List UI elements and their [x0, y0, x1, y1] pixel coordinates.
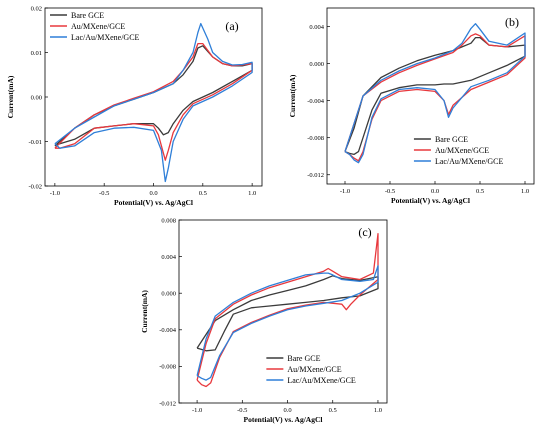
x-tick-label: -1.0 [340, 188, 350, 195]
panel-label: (b) [505, 15, 519, 29]
panel-label: (a) [225, 19, 238, 33]
y-tick-label: -0.004 [159, 327, 177, 334]
x-tick-label: 0.5 [476, 188, 484, 195]
legend-label: Bare GCE [435, 135, 468, 144]
panel-a: -1.0 -0.5 0.0 0.5 1.0 -0.02 -0.01 0.00 0.01 0.02 P… [6, 5, 263, 207]
x-axis-title: Potential(V) vs. Ag/AgCl [391, 196, 470, 205]
y-axis-title: Current(mA) [140, 290, 149, 333]
x-tick-label: -1.0 [192, 407, 202, 414]
y-tick-label: 0.02 [31, 5, 42, 12]
legend-label: Au/MXene/GCE [71, 22, 125, 31]
plot-frame [326, 7, 535, 185]
y-tick-label: 0.008 [161, 217, 176, 224]
legend-label: Lac/Au/MXene/GCE [287, 376, 356, 385]
x-tick-label: -1.0 [50, 190, 60, 197]
y-tick-label: 0.004 [309, 24, 324, 31]
x-tick-label: -0.5 [237, 407, 247, 414]
legend-label: Lac/Au/MXene/GCE [435, 157, 504, 166]
x-tick-label: -0.5 [385, 188, 395, 195]
y-tick-label: 0.01 [31, 50, 42, 57]
y-tick-label: 0.004 [161, 254, 176, 261]
panel-c: -1.0 -0.5 0.0 0.5 1.0 -0.012 -0.008 -0.004 0.000… [140, 217, 388, 424]
legend: Bare GCE Au/MXene/GCE Lac/Au/MXene/GCE [50, 11, 140, 42]
y-axis-title: Current(mA) [6, 75, 15, 118]
x-tick-label: 0.0 [149, 190, 157, 197]
series-line-3 [54, 22, 253, 183]
y-tick-label: 0.000 [161, 291, 176, 298]
series-line-2 [344, 33, 526, 162]
legend-label: Au/MXene/GCE [287, 365, 341, 374]
series-line-3 [344, 23, 526, 164]
y-tick-label: -0.012 [307, 172, 324, 179]
y-tick-label: -0.02 [28, 183, 42, 190]
x-tick-label: 1.0 [374, 407, 382, 414]
legend: Bare GCE Au/MXene/GCE Lac/Au/MXene/GCE [266, 354, 356, 385]
y-tick-label: -0.008 [307, 135, 324, 142]
x-tick-label: 1.0 [521, 188, 529, 195]
y-tick-label: -0.004 [307, 98, 325, 105]
legend: Bare GCE Au/MXene/GCE Lac/Au/MXene/GCE [413, 135, 504, 166]
y-axis-title: Current(mA) [288, 74, 297, 117]
plot-frame [178, 219, 388, 404]
x-axis-title: Potential(V) vs. Ag/AgCl [114, 198, 193, 207]
panel-label: (c) [358, 225, 371, 239]
series-line-1 [196, 275, 379, 352]
x-tick-label: -0.5 [99, 190, 109, 197]
y-tick-label: -0.012 [159, 400, 176, 407]
legend-label: Bare GCE [71, 11, 104, 20]
y-tick-label: -0.008 [159, 364, 176, 371]
x-tick-label: 0.0 [283, 407, 291, 414]
panel-b: -1.0 -0.5 0.0 0.5 1.0 -0.012 -0.008 -0.004 0.000… [288, 7, 535, 205]
x-tick-label: 0.5 [199, 190, 207, 197]
y-tick-label: 0.00 [31, 94, 42, 101]
x-tick-label: 1.0 [248, 190, 256, 197]
y-tick-label: 0.000 [309, 61, 324, 68]
x-tick-label: 0.0 [431, 188, 439, 195]
series-line-3 [196, 265, 379, 381]
legend-label: Bare GCE [287, 354, 320, 363]
x-axis-title: Potential(V) vs. Ag/AgCl [244, 415, 323, 424]
legend-label: Lac/Au/MXene/GCE [71, 33, 140, 42]
y-tick-label: -0.01 [28, 139, 42, 146]
x-tick-label: 0.5 [329, 407, 337, 414]
legend-label: Au/MXene/GCE [435, 146, 489, 155]
